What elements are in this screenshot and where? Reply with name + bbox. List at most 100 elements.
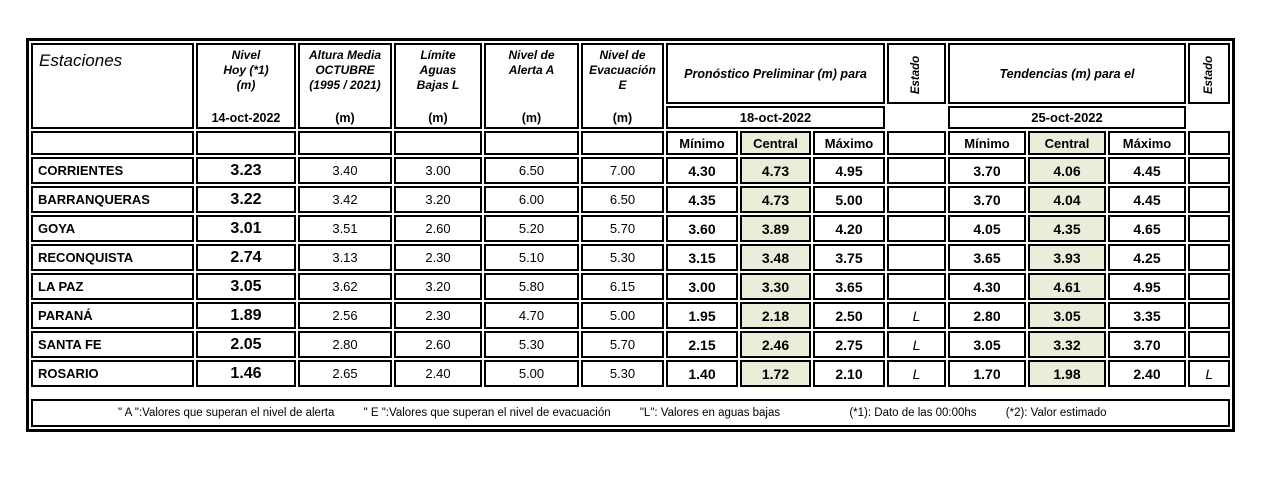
legend-dato-hora: (*1): Dato de las 00:00hs [849, 407, 977, 419]
cell-pron-min: 4.35 [666, 186, 738, 213]
cell-pron-min: 4.30 [666, 157, 738, 184]
table-row: CORRIENTES 3.23 3.40 3.00 6.50 7.00 4.30… [31, 157, 1231, 184]
cell-pron-central: 3.89 [740, 215, 811, 242]
legend-valor-estimado: (*2): Valor estimado [1005, 407, 1107, 419]
cell-tend-central: 3.93 [1028, 244, 1106, 271]
cell-tend-central: 3.05 [1028, 302, 1106, 329]
cell-pron-central: 3.30 [740, 273, 811, 300]
cell-station: CORRIENTES [31, 157, 194, 184]
nivel-hoy-date: 14-oct-2022 [211, 111, 281, 125]
hydrological-levels-table: Estaciones Nivel Hoy (*1) (m) 14-oct-2022… [26, 38, 1236, 432]
cell-estado-pron [887, 215, 946, 242]
cell-alerta: 5.20 [484, 215, 579, 242]
legend-aguas-bajas: "L": Valores en aguas bajas [639, 407, 781, 419]
cell-nivel-hoy: 2.05 [196, 331, 296, 358]
cell-tend-min: 1.70 [948, 360, 1026, 387]
cell-altura-media: 2.56 [298, 302, 392, 329]
cell-pron-max: 2.10 [813, 360, 885, 387]
cell-pron-min: 1.95 [666, 302, 738, 329]
cell-pron-central: 1.72 [740, 360, 811, 387]
subheader-empty [581, 131, 664, 155]
stations-table: Estaciones Nivel Hoy (*1) (m) 14-oct-2022… [29, 41, 1233, 429]
cell-estado-pron: L [887, 302, 946, 329]
cell-evacuacion: 5.30 [581, 244, 664, 271]
header-limite-aguas-bajas: Límite Aguas Bajas L (m) [394, 43, 482, 129]
table-row: PARANÁ 1.89 2.56 2.30 4.70 5.00 1.95 2.1… [31, 302, 1231, 329]
cell-tend-max: 3.35 [1108, 302, 1186, 329]
cell-evacuacion: 5.70 [581, 215, 664, 242]
cell-estado-pron [887, 157, 946, 184]
cell-evacuacion: 5.00 [581, 302, 664, 329]
cell-pron-min: 3.00 [666, 273, 738, 300]
header-tendencias: Tendencias (m) para el [948, 43, 1186, 104]
cell-tend-central: 4.04 [1028, 186, 1106, 213]
cell-nivel-hoy: 3.01 [196, 215, 296, 242]
subheader-empty [394, 131, 482, 155]
spacer-row [31, 389, 1231, 397]
cell-estado-tend [1188, 186, 1231, 213]
estado-rotated-label: Estado [910, 55, 923, 95]
cell-estado-tend [1188, 157, 1231, 184]
cell-nivel-hoy: 3.22 [196, 186, 296, 213]
cell-estado-pron: L [887, 331, 946, 358]
limite-unit: (m) [428, 111, 448, 125]
cell-altura-media: 2.65 [298, 360, 392, 387]
legend-alerta: " A ":Valores que superan el nivel de al… [118, 407, 335, 419]
cell-alerta: 5.00 [484, 360, 579, 387]
cell-pron-min: 3.60 [666, 215, 738, 242]
cell-tend-min: 2.80 [948, 302, 1026, 329]
cell-pron-min: 1.40 [666, 360, 738, 387]
cell-alerta: 5.30 [484, 331, 579, 358]
subheader-tend-maximo: Máximo [1108, 131, 1186, 155]
cell-tend-min: 4.05 [948, 215, 1026, 242]
cell-limite: 2.60 [394, 215, 482, 242]
header-altura-media: Altura Media OCTUBRE (1995 / 2021) (m) [298, 43, 392, 129]
cell-estado-pron [887, 273, 946, 300]
table-row: GOYA 3.01 3.51 2.60 5.20 5.70 3.60 3.89 … [31, 215, 1231, 242]
altura-media-unit: (m) [335, 111, 355, 125]
cell-tend-central: 1.98 [1028, 360, 1106, 387]
subheader-empty [484, 131, 579, 155]
alerta-label: Nivel de Alerta A [508, 48, 555, 77]
header-estado-tendencias: Estado [1188, 43, 1231, 104]
subheader-pron-central: Central [740, 131, 811, 155]
cell-station: PARANÁ [31, 302, 194, 329]
cell-alerta: 5.80 [484, 273, 579, 300]
cell-pron-central: 2.18 [740, 302, 811, 329]
cell-estado-tend [1188, 273, 1231, 300]
cell-limite: 3.20 [394, 273, 482, 300]
subheader-empty [31, 131, 194, 155]
cell-limite: 2.60 [394, 331, 482, 358]
cell-nivel-hoy: 3.05 [196, 273, 296, 300]
table-row: BARRANQUERAS 3.22 3.42 3.20 6.00 6.50 4.… [31, 186, 1231, 213]
subheader-estado-empty [887, 131, 946, 155]
cell-estado-tend [1188, 215, 1231, 242]
evacuacion-unit: (m) [612, 111, 633, 125]
cell-tend-min: 3.05 [948, 331, 1026, 358]
cell-estado-tend [1188, 302, 1231, 329]
cell-altura-media: 3.13 [298, 244, 392, 271]
cell-tend-min: 4.30 [948, 273, 1026, 300]
cell-alerta: 6.00 [484, 186, 579, 213]
estado-spacer [1188, 105, 1231, 129]
cell-pron-max: 4.20 [813, 215, 885, 242]
cell-altura-media: 3.40 [298, 157, 392, 184]
cell-pron-central: 2.46 [740, 331, 811, 358]
pronostico-date: 18-oct-2022 [666, 105, 885, 129]
header-estado-pronostico: Estado [887, 43, 946, 104]
estaciones-label: Estaciones [39, 51, 123, 70]
cell-pron-central: 4.73 [740, 186, 811, 213]
cell-station: ROSARIO [31, 360, 194, 387]
cell-nivel-hoy: 1.46 [196, 360, 296, 387]
cell-pron-central: 4.73 [740, 157, 811, 184]
subheader-empty [196, 131, 296, 155]
subheader-tend-minimo: Mínimo [948, 131, 1026, 155]
subheader-pron-maximo: Máximo [813, 131, 885, 155]
subheader-tend-central: Central [1028, 131, 1106, 155]
cell-nivel-hoy: 2.74 [196, 244, 296, 271]
cell-limite: 3.00 [394, 157, 482, 184]
cell-station: BARRANQUERAS [31, 186, 194, 213]
cell-altura-media: 3.42 [298, 186, 392, 213]
table-row: RECONQUISTA 2.74 3.13 2.30 5.10 5.30 3.1… [31, 244, 1231, 271]
cell-altura-media: 3.62 [298, 273, 392, 300]
